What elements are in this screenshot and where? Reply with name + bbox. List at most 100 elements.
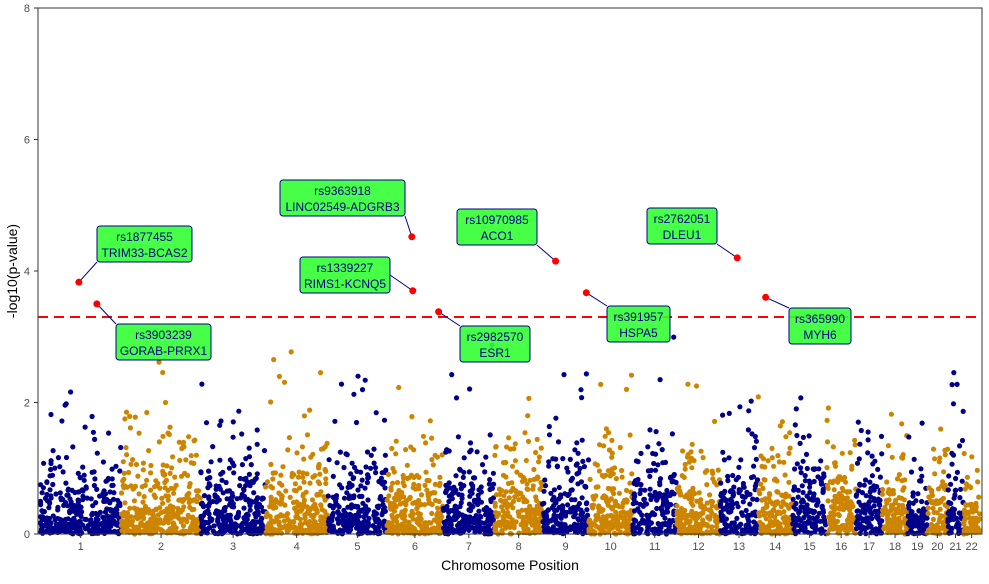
snp-point <box>144 477 150 483</box>
snp-point <box>762 464 768 470</box>
snp-point <box>502 512 508 518</box>
snp-point <box>755 394 761 400</box>
snp-point <box>871 503 877 509</box>
snp-point <box>652 467 659 473</box>
snp-point <box>488 498 494 505</box>
snp-point <box>584 500 590 506</box>
snp-point <box>925 510 931 517</box>
y-axis-title: -log10(p-value) <box>4 224 20 318</box>
snp-point <box>100 493 107 499</box>
snp-point <box>302 512 308 518</box>
snp-point <box>192 524 198 530</box>
snp-point <box>50 513 56 519</box>
snp-point <box>651 530 658 536</box>
snp-point <box>821 473 827 479</box>
snp-id-label: rs2762051 <box>654 212 711 226</box>
snp-point <box>487 432 493 438</box>
snp-point <box>461 455 467 461</box>
snp-point <box>715 467 721 473</box>
snp-point <box>919 473 925 479</box>
snp-label-box <box>646 207 718 245</box>
snp-point <box>259 516 265 522</box>
snp-point <box>658 525 664 531</box>
snp-point <box>286 521 292 527</box>
snp-point <box>220 469 226 475</box>
snp-point <box>525 413 531 419</box>
snp-point <box>577 465 583 472</box>
snp-point <box>802 478 809 484</box>
snp-point <box>583 371 590 377</box>
snp-point <box>84 495 90 501</box>
snp-point <box>824 439 831 445</box>
snp-point <box>294 499 300 505</box>
snp-point <box>899 454 905 460</box>
gene-label: ACO1 <box>481 229 514 243</box>
snp-point <box>572 521 578 527</box>
snp-point <box>307 526 313 533</box>
snp-point <box>616 523 623 529</box>
snp-point <box>148 462 154 469</box>
snp-point <box>746 408 752 414</box>
snp-point <box>452 513 458 519</box>
snp-point <box>403 447 409 453</box>
snp-point <box>901 497 907 503</box>
x-tick-label: 6 <box>412 541 418 553</box>
snp-point <box>90 510 96 516</box>
snp-point <box>330 510 336 516</box>
snp-point <box>550 524 557 530</box>
snp-point <box>691 515 697 521</box>
snp-point <box>474 449 480 455</box>
snp-point <box>80 464 86 470</box>
y-axis: 0 2 4 6 8 <box>24 3 38 541</box>
snp-point <box>541 488 547 494</box>
snp-point <box>514 469 520 475</box>
snp-point <box>157 485 163 491</box>
snp-point <box>959 478 965 484</box>
snp-point <box>215 497 221 503</box>
snp-point <box>641 518 647 524</box>
snp-point <box>932 456 938 462</box>
snp-point <box>588 520 594 526</box>
snp-point <box>130 484 136 491</box>
snp-point <box>721 517 728 523</box>
snp-point <box>550 497 556 503</box>
snp-point <box>334 460 340 466</box>
snp-point <box>856 456 862 462</box>
snp-point <box>109 513 115 519</box>
snp-point <box>292 481 298 487</box>
snp-point <box>162 399 169 406</box>
snp-point <box>880 486 886 493</box>
snp-point <box>276 373 282 379</box>
snp-point <box>236 509 242 515</box>
snp-point <box>869 453 875 459</box>
snp-point <box>827 518 833 524</box>
snp-point <box>783 491 789 497</box>
snp-point <box>824 417 830 423</box>
snp-point <box>88 496 94 502</box>
snp-point <box>885 517 891 523</box>
snp-point <box>642 501 648 507</box>
snp-point <box>117 468 123 474</box>
snp-point <box>720 412 726 418</box>
snp-point <box>798 504 804 510</box>
snp-point <box>155 480 161 487</box>
snp-point <box>299 506 305 512</box>
snp-point <box>505 480 512 487</box>
snp-point <box>749 512 755 518</box>
snp-point <box>458 500 464 506</box>
snp-point <box>205 520 211 526</box>
snp-point <box>318 517 324 524</box>
snp-point <box>92 476 98 482</box>
snp-point <box>768 523 774 529</box>
snp-point <box>558 525 564 531</box>
snp-point <box>911 456 917 462</box>
snp-point <box>939 483 945 489</box>
snp-point <box>580 458 586 464</box>
snp-point <box>779 419 786 425</box>
snp-point <box>263 484 269 490</box>
snp-point <box>740 499 746 505</box>
snp-point <box>363 527 369 534</box>
snp-point <box>740 512 746 518</box>
snp-point <box>493 509 499 516</box>
